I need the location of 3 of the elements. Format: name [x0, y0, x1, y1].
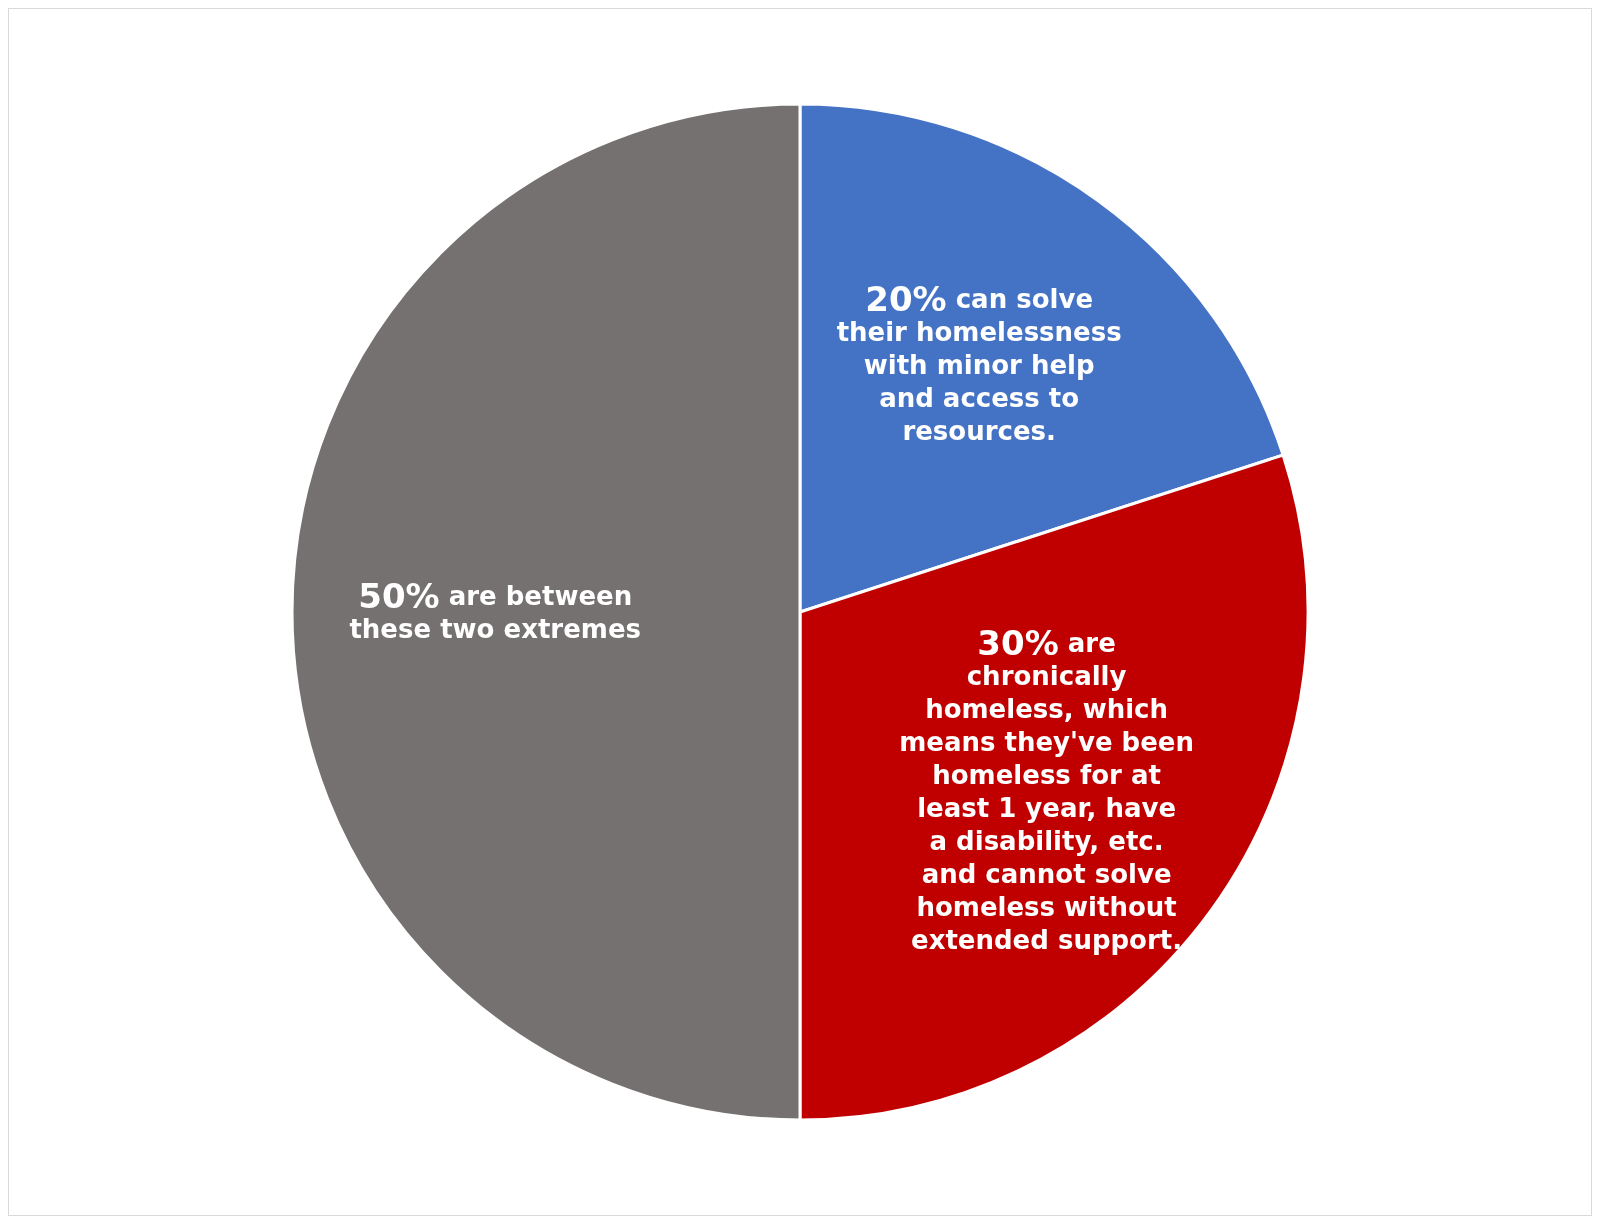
data-label: 50% — [358, 575, 440, 616]
data-label: 30% — [977, 622, 1059, 663]
data-label: 20% — [865, 279, 947, 320]
